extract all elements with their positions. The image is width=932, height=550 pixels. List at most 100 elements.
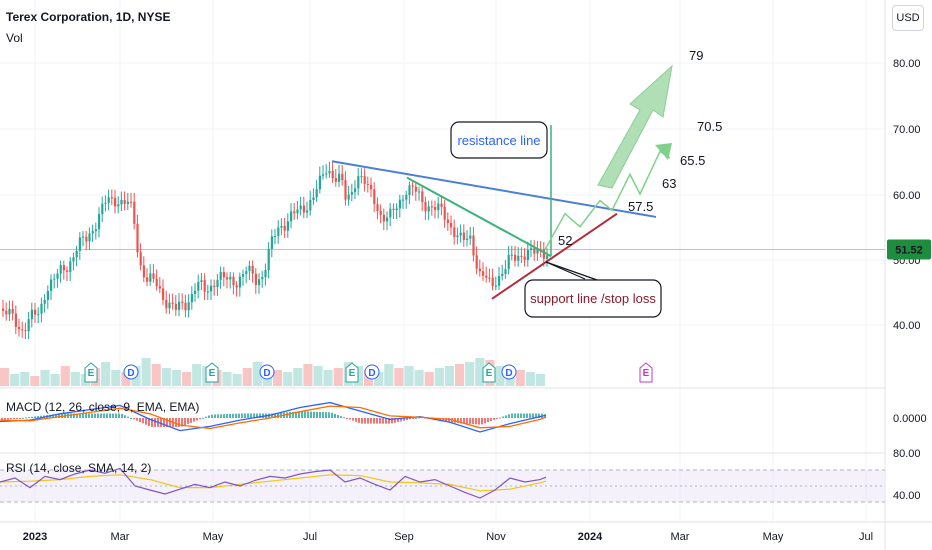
candle-body <box>309 199 312 211</box>
target-arrow <box>597 64 673 189</box>
candle-body <box>98 214 101 230</box>
macd-histogram-bar <box>58 413 60 418</box>
macd-histogram-bar <box>202 417 204 419</box>
candle-body <box>421 191 424 203</box>
time-tick: May <box>203 531 224 543</box>
candle-body <box>2 308 5 311</box>
candle-body <box>485 275 488 278</box>
rsi-ma-line <box>0 474 547 492</box>
candle-body <box>82 236 85 238</box>
macd-histogram-bar <box>523 413 525 418</box>
support-callout-pointer <box>545 261 601 282</box>
candle-body <box>213 285 216 288</box>
macd-histogram-bar <box>397 418 399 423</box>
candle-body <box>174 303 177 310</box>
candle-body <box>158 286 161 289</box>
macd-histogram-bar <box>22 417 24 419</box>
macd-histogram-bar <box>133 418 135 420</box>
earnings-marker <box>205 362 219 383</box>
candle-body <box>85 236 88 242</box>
candle-body <box>46 290 49 300</box>
candle-body <box>286 221 289 231</box>
candle-body <box>101 203 104 215</box>
candle-body <box>533 248 536 254</box>
macd-histogram-bar <box>286 412 288 418</box>
candle-body <box>200 280 203 282</box>
currency-button[interactable]: USD <box>892 5 924 31</box>
macd-histogram-bar <box>448 418 450 423</box>
price-tick: 40.00 <box>893 320 921 332</box>
macd-histogram-bar <box>4 418 6 420</box>
macd-histogram-bar <box>376 418 378 424</box>
macd-histogram-bar <box>469 418 471 424</box>
volume-bar <box>475 358 485 386</box>
macd-signal-line <box>0 405 547 430</box>
macd-histogram-bar <box>31 416 33 418</box>
macd-histogram-bar <box>220 414 222 418</box>
volume-label[interactable]: Vol <box>6 31 23 45</box>
macd-tick: 0.0000 <box>893 413 927 425</box>
volume-bar <box>465 362 475 386</box>
candle-body <box>72 257 75 262</box>
macd-histogram-bar <box>232 413 234 418</box>
candle-body <box>331 170 334 179</box>
candle-body <box>152 273 155 279</box>
macd-histogram-bar <box>37 416 39 418</box>
volume-bar <box>424 372 434 386</box>
candle-body <box>117 204 120 207</box>
macd-histogram-bar <box>109 413 111 418</box>
price-tick: 80.00 <box>893 58 921 70</box>
candle-body <box>238 276 241 288</box>
rsi-label[interactable]: RSI (14, close, SMA, 14, 2) <box>6 461 152 475</box>
candle-body <box>382 214 385 222</box>
candle-body <box>248 265 251 272</box>
candle-body <box>398 199 401 209</box>
macd-histogram-bar <box>538 413 540 418</box>
macd-histogram-bar <box>136 418 138 421</box>
macd-histogram-bar <box>415 418 417 419</box>
candle-body <box>325 173 328 175</box>
candle-body <box>488 277 491 279</box>
candle-body <box>322 174 325 176</box>
candle-body <box>184 302 187 311</box>
macd-histogram-bar <box>544 414 546 418</box>
macd-histogram-bar <box>190 418 192 423</box>
macd-histogram-bar <box>208 415 210 418</box>
macd-histogram-bar <box>475 418 477 425</box>
candle-body <box>139 252 142 266</box>
candle-body <box>267 248 270 271</box>
candle-body <box>210 285 213 292</box>
macd-histogram-bar <box>13 418 15 419</box>
symbol-title[interactable]: Terex Corporation, 1D, NYSE <box>6 10 171 24</box>
candle-body <box>155 278 158 287</box>
macd-histogram-bar <box>394 418 396 423</box>
time-tick: Jul <box>303 531 317 543</box>
time-tick: Mar <box>671 531 690 543</box>
macd-histogram-bar <box>328 412 330 418</box>
macd-histogram-bar <box>382 418 384 424</box>
candle-body <box>222 272 225 278</box>
macd-histogram-bar <box>313 411 315 418</box>
candle-body <box>69 261 72 272</box>
candle-body <box>482 271 485 276</box>
target-label: 52 <box>558 233 572 248</box>
candle-body <box>523 256 526 261</box>
earnings-marker <box>482 362 496 383</box>
target-label: 79 <box>689 48 703 63</box>
candle-body <box>475 255 478 269</box>
candle-body <box>290 211 293 222</box>
event-marker-label: E <box>88 368 95 379</box>
macd-histogram-bar <box>352 418 354 421</box>
dividend-marker <box>123 364 139 380</box>
macd-histogram-bar <box>79 413 81 418</box>
macd-histogram-bar <box>145 418 147 425</box>
dividend-marker <box>364 364 380 380</box>
macd-label[interactable]: MACD (12, 26, close, 9, EMA, EMA) <box>6 400 200 414</box>
candle-body <box>136 223 139 253</box>
macd-histogram-bar <box>292 411 294 418</box>
macd-histogram-bar <box>301 411 303 418</box>
macd-histogram-bar <box>214 414 216 418</box>
projection-path <box>544 150 671 251</box>
dividend-marker <box>259 364 275 380</box>
